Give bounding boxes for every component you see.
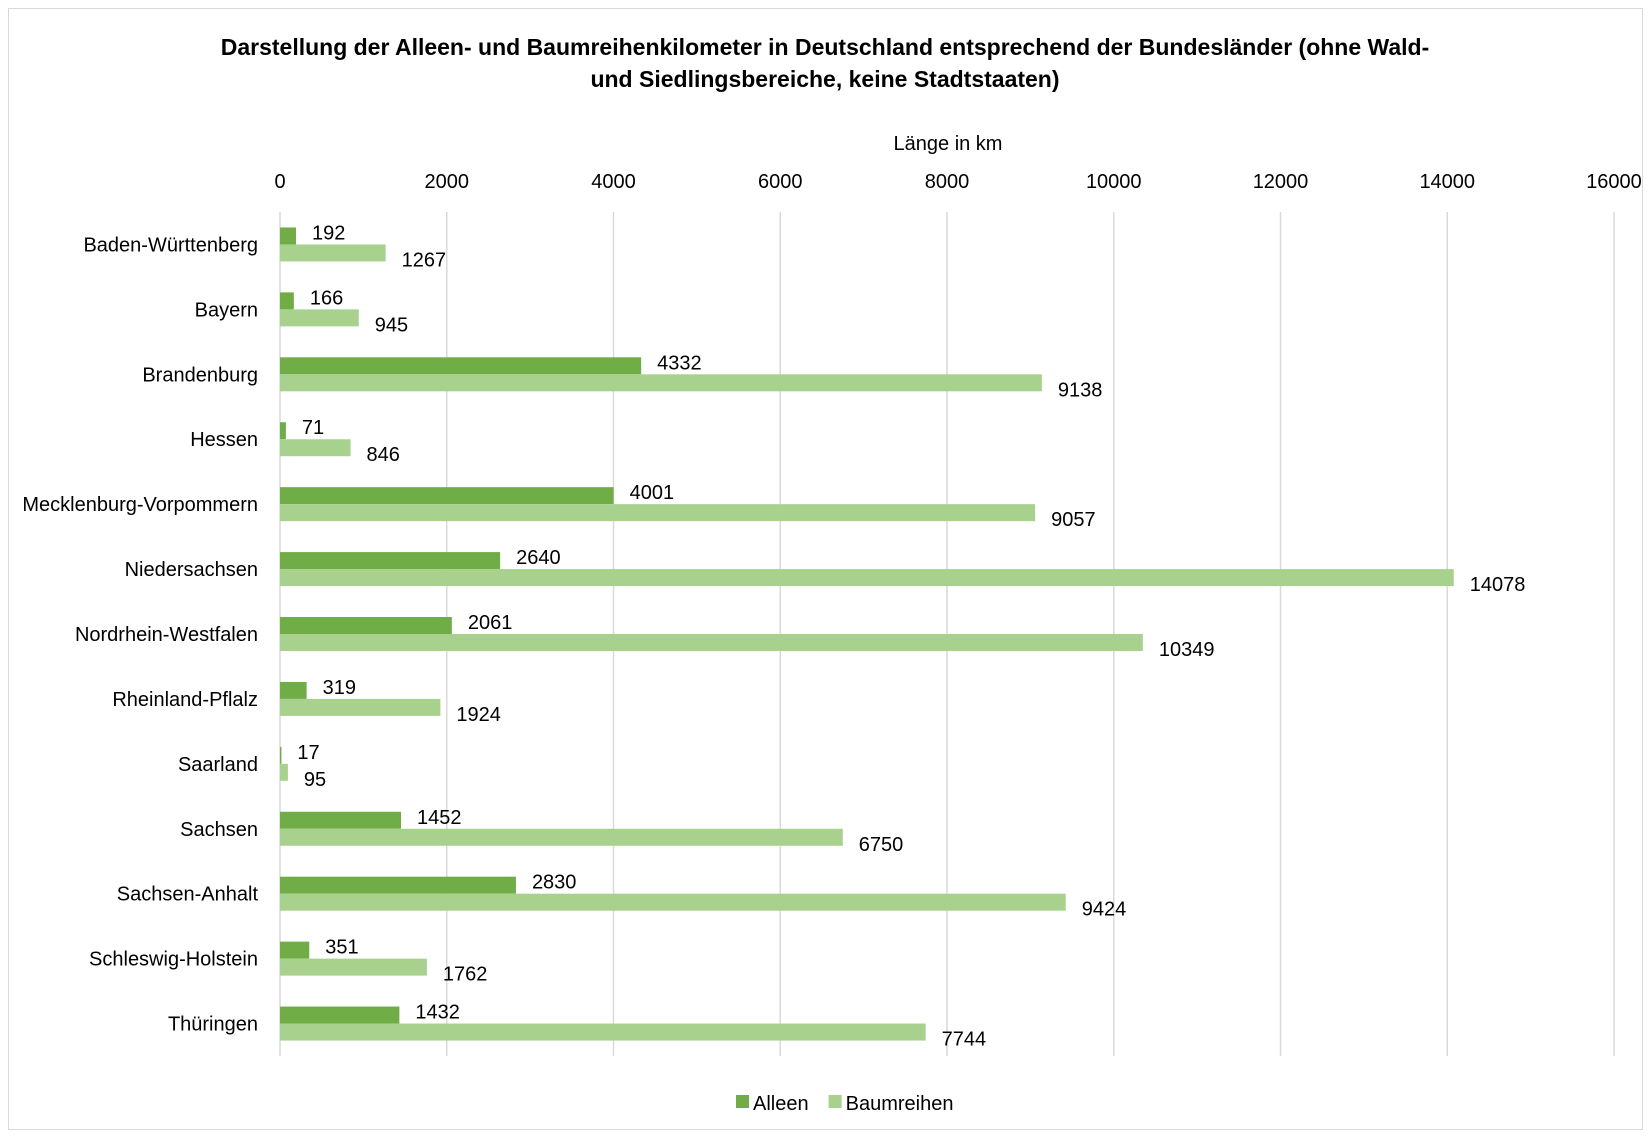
category-label-4: Mecklenburg-Vorpommern [22, 494, 258, 516]
data-label-baumreihen-3: 846 [367, 444, 400, 466]
x-tick-label-1: 2000 [425, 171, 470, 193]
bar-alleen-9 [280, 811, 402, 829]
bar-baumreihen-11 [280, 958, 427, 976]
legend: Alleen Baumreihen [736, 1093, 953, 1115]
chart-title: Darstellung der Alleen- und Baumreihenki… [221, 34, 1430, 92]
data-label-baumreihen-4: 9057 [1051, 509, 1096, 531]
data-label-baumreihen-7: 1924 [456, 704, 501, 726]
x-tick-label-0: 0 [274, 171, 285, 193]
x-tick-label-5: 10000 [1086, 171, 1142, 193]
x-tick-label-2: 4000 [591, 171, 636, 193]
bar-alleen-5 [280, 552, 501, 570]
data-label-baumreihen-2: 9138 [1058, 379, 1103, 401]
category-label-1: Bayern [195, 299, 258, 321]
data-label-alleen-8: 17 [297, 742, 319, 764]
bar-baumreihen-6 [280, 634, 1143, 651]
bar-alleen-2 [280, 357, 642, 375]
data-label-alleen-0: 192 [312, 222, 345, 244]
bar-baumreihen-3 [280, 439, 351, 457]
bars [280, 227, 1454, 1041]
category-label-6: Nordrhein-Westfalen [75, 624, 258, 646]
bar-alleen-4 [280, 487, 614, 505]
x-tick-label-7: 14000 [1419, 171, 1475, 193]
data-labels: 192 1267 166 945 4332 9138 71 846 4001 9057 2640 14… [297, 222, 1525, 1050]
category-label-10: Sachsen-Anhalt [117, 884, 259, 906]
data-label-baumreihen-5: 14078 [1470, 574, 1526, 596]
legend-swatch-alleen [736, 1095, 749, 1108]
data-label-baumreihen-11: 1762 [443, 964, 488, 986]
y-axis-categories: Baden-Württenberg Bayern Brandenburg Hessen… [22, 234, 258, 1035]
data-label-baumreihen-0: 1267 [402, 249, 447, 271]
data-label-baumreihen-12: 7744 [942, 1029, 987, 1051]
data-label-alleen-1: 166 [310, 287, 343, 309]
category-label-12: Thüringen [168, 1014, 258, 1036]
bar-alleen-0 [280, 227, 297, 245]
chart-title-line-1: Darstellung der Alleen- und Baumreihenki… [221, 34, 1430, 60]
bar-baumreihen-0 [280, 244, 386, 262]
bar-baumreihen-5 [280, 569, 1454, 587]
category-label-8: Saarland [178, 754, 258, 776]
x-tick-label-4: 8000 [925, 171, 970, 193]
category-label-5: Niedersachsen [125, 559, 258, 581]
data-label-alleen-9: 1452 [417, 807, 462, 829]
bar-baumreihen-1 [280, 309, 359, 327]
bar-alleen-12 [280, 1006, 400, 1024]
category-label-7: Rheinland-Pflalz [112, 689, 258, 711]
category-label-9: Sachsen [180, 819, 258, 841]
legend-label-alleen: Alleen [753, 1093, 809, 1115]
bar-baumreihen-9 [280, 828, 843, 846]
bar-baumreihen-2 [280, 374, 1042, 392]
bar-alleen-3 [280, 422, 286, 440]
data-label-baumreihen-8: 95 [304, 769, 326, 791]
data-label-alleen-10: 2830 [532, 872, 577, 894]
bar-alleen-10 [280, 876, 516, 894]
category-label-0: Baden-Württenberg [83, 234, 258, 256]
data-label-baumreihen-9: 6750 [859, 834, 904, 856]
bar-alleen-1 [280, 292, 294, 310]
x-axis-title: Länge in km [894, 133, 1003, 155]
x-tick-label-8: 16000 [1586, 171, 1642, 193]
data-label-alleen-3: 71 [302, 417, 324, 439]
x-tick-label-6: 12000 [1253, 171, 1309, 193]
legend-swatch-baumreihen [828, 1095, 842, 1108]
data-label-alleen-11: 351 [325, 937, 358, 959]
data-label-alleen-4: 4001 [630, 482, 675, 504]
bar-baumreihen-4 [280, 504, 1036, 522]
chart-title-line-2: und Siedlingsbereiche, keine Stadtstaate… [590, 66, 1059, 92]
data-label-baumreihen-1: 945 [375, 314, 408, 336]
data-label-baumreihen-10: 9424 [1082, 899, 1127, 921]
data-label-alleen-2: 4332 [657, 352, 702, 374]
bar-baumreihen-10 [280, 893, 1066, 911]
bar-alleen-6 [280, 617, 452, 634]
bar-baumreihen-8 [280, 763, 288, 781]
data-label-alleen-6: 2061 [468, 612, 513, 634]
category-label-11: Schleswig-Holstein [89, 949, 258, 971]
bar-alleen-11 [280, 941, 310, 959]
data-label-alleen-5: 2640 [516, 547, 561, 569]
data-label-alleen-7: 319 [323, 677, 356, 699]
x-tick-label-3: 6000 [758, 171, 803, 193]
bar-baumreihen-12 [280, 1023, 926, 1041]
x-axis-ticks: 0 2000 4000 6000 8000 10000 12000 14000 16000 [274, 171, 1641, 193]
bar-alleen-7 [280, 681, 307, 699]
legend-label-baumreihen: Baumreihen [846, 1093, 954, 1115]
bar-baumreihen-7 [280, 698, 441, 716]
bar-alleen-8 [280, 746, 282, 764]
category-label-3: Hessen [190, 429, 258, 451]
category-label-2: Brandenburg [142, 364, 258, 386]
data-label-baumreihen-6: 10349 [1159, 639, 1215, 661]
data-label-alleen-12: 1432 [415, 1002, 460, 1024]
